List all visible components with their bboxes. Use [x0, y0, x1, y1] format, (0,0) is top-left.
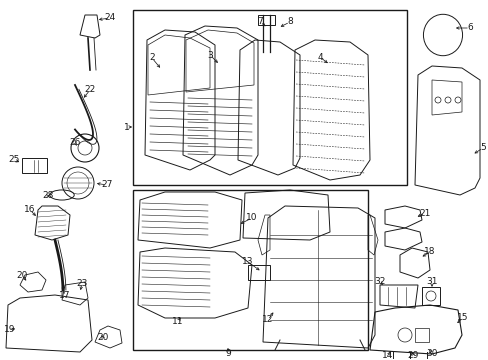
Text: 7: 7 — [257, 18, 263, 27]
Text: 30: 30 — [426, 348, 437, 357]
Text: 24: 24 — [104, 13, 115, 22]
Text: 27: 27 — [101, 180, 112, 189]
Text: 18: 18 — [424, 248, 435, 256]
Text: 31: 31 — [426, 278, 437, 287]
Text: 3: 3 — [207, 50, 212, 59]
Text: 17: 17 — [59, 292, 71, 301]
Text: 29: 29 — [407, 351, 418, 360]
Text: 21: 21 — [418, 208, 430, 217]
Text: 20: 20 — [97, 333, 108, 342]
Bar — [133, 10, 406, 185]
Text: 11: 11 — [172, 318, 183, 327]
Text: 14: 14 — [382, 351, 393, 360]
Text: 25: 25 — [8, 156, 20, 165]
Bar — [133, 190, 367, 350]
Text: 9: 9 — [224, 350, 230, 359]
Text: 8: 8 — [286, 18, 292, 27]
Text: 32: 32 — [373, 278, 385, 287]
Text: 22: 22 — [84, 85, 96, 94]
Bar — [414, 328, 428, 342]
Text: 26: 26 — [69, 139, 81, 148]
Text: 13: 13 — [242, 257, 253, 266]
Text: 6: 6 — [466, 23, 472, 32]
Text: 19: 19 — [4, 325, 16, 334]
Text: 16: 16 — [24, 206, 36, 215]
Text: 4: 4 — [317, 53, 322, 62]
Text: 2: 2 — [149, 54, 155, 63]
Text: 28: 28 — [42, 192, 54, 201]
Text: 5: 5 — [479, 144, 485, 153]
Text: 23: 23 — [76, 279, 87, 288]
Text: 15: 15 — [456, 314, 468, 323]
Text: 1: 1 — [124, 122, 130, 131]
Text: 12: 12 — [262, 315, 273, 324]
Text: 10: 10 — [246, 213, 257, 222]
Text: 20: 20 — [16, 270, 28, 279]
